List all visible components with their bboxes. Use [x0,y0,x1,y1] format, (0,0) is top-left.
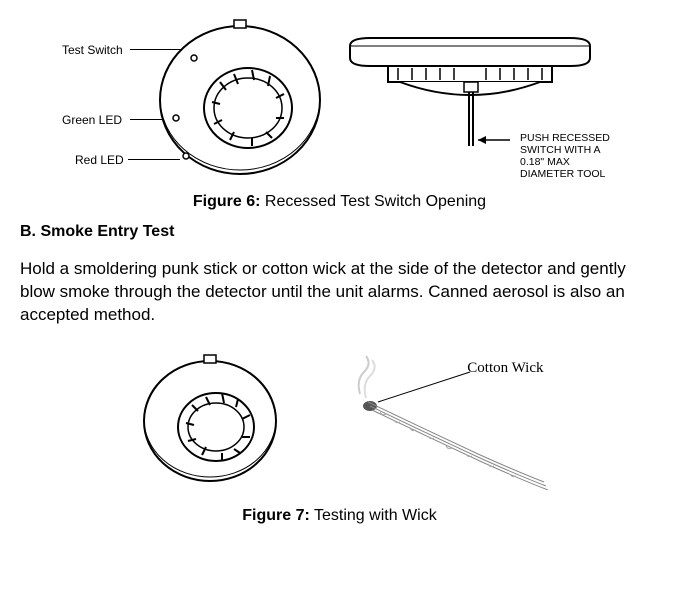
section-b-heading: B. Smoke Entry Test [20,221,659,243]
push-note-line4: DIAMETER TOOL [520,168,605,180]
figure6-caption-rest: Recessed Test Switch Opening [260,193,486,210]
push-note-line3: 0.18" MAX [520,156,570,168]
label-test-switch: Test Switch [62,42,123,58]
figure6-side-view: PUSH RECESSED SWITCH WITH A 0.18" MAX DI… [330,10,659,185]
push-note-line1: PUSH RECESSED [520,132,610,144]
label-red-led: Red LED [75,152,124,168]
detector-side-svg [340,28,600,148]
figure6-top-view: Test Switch Green LED Red LED [20,10,330,185]
figure7-caption-rest: Testing with Wick [310,507,437,524]
label-green-led: Green LED [62,112,122,128]
figure7-row: Cotton Wick [20,345,659,495]
figure6-caption-bold: Figure 6: [193,193,261,210]
figure7-detector-svg [130,345,290,495]
push-note-line2: SWITCH WITH A [520,144,601,156]
push-note: PUSH RECESSED SWITCH WITH A 0.18" MAX DI… [520,132,610,180]
figure6-row: Test Switch Green LED Red LED [20,10,659,185]
figure7-caption: Figure 7: Testing with Wick [20,505,659,527]
figure6-caption: Figure 6: Recessed Test Switch Opening [20,191,659,213]
detector-top-svg [140,10,340,190]
figure7-caption-bold: Figure 7: [242,507,310,524]
figure7-wick-block: Cotton Wick [350,350,550,490]
section-b-paragraph: Hold a smoldering punk stick or cotton w… [20,258,659,327]
figure7-wick-svg [350,350,550,490]
